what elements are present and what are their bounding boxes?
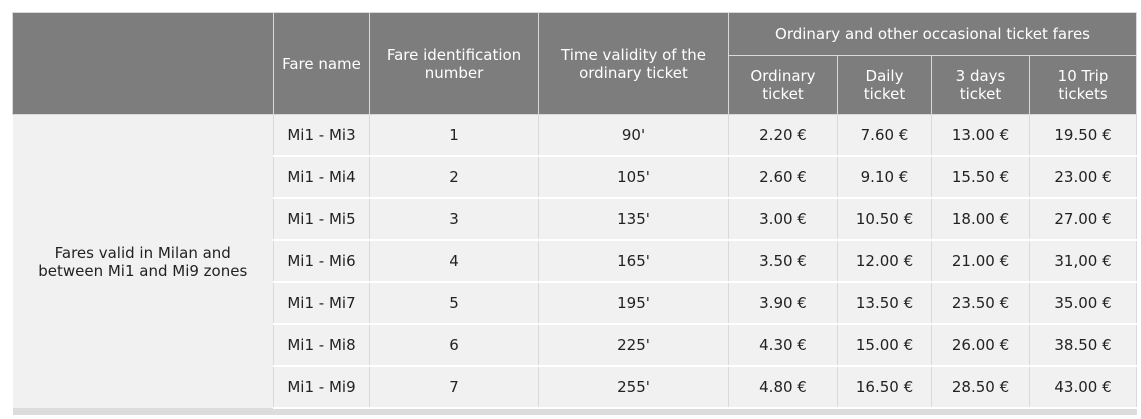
daily-price-cell: 12.00 € [837,240,932,283]
table-row: Mi1 - Mi4 2 105' 2.60 € 9.10 € 15.50 € 2… [13,156,1138,199]
footer-strip-cell [12,408,1137,415]
ordinary-price-cell: 4.30 € [728,324,838,367]
table-row: Mi1 - Mi9 7 255' 4.80 € 16.50 € 28.50 € … [13,366,1138,409]
header-time-validity: Time validity of the ordinary ticket [538,12,729,115]
validity-cell: 135' [538,198,729,241]
three-days-price-cell: 21.00 € [931,240,1030,283]
daily-price-cell: 15.00 € [837,324,932,367]
fare-id-cell: 5 [369,282,539,325]
ten-trip-price-cell: 23.00 € [1029,156,1138,199]
validity-cell: 195' [538,282,729,325]
header-daily-ticket: Daily ticket [837,55,932,115]
header-ordinary-ticket: Ordinary ticket [728,55,838,115]
three-days-price-cell: 15.50 € [931,156,1030,199]
ordinary-price-cell: 2.20 € [728,114,838,157]
fares-table: Fare name Fare identification number Tim… [12,12,1138,415]
table-footer-strip [12,408,1137,415]
three-days-price-cell: 13.00 € [931,114,1030,157]
ten-trip-price-cell: 38.50 € [1029,324,1138,367]
daily-price-cell: 10.50 € [837,198,932,241]
validity-cell: 90' [538,114,729,157]
ordinary-price-cell: 3.00 € [728,198,838,241]
fare-id-cell: 3 [369,198,539,241]
fare-name-cell: Mi1 - Mi5 [273,198,370,241]
validity-cell: 105' [538,156,729,199]
daily-price-cell: 7.60 € [837,114,932,157]
fare-id-cell: 1 [369,114,539,157]
fare-name-cell: Mi1 - Mi4 [273,156,370,199]
ten-trip-price-cell: 19.50 € [1029,114,1138,157]
fare-name-cell: Mi1 - Mi6 [273,240,370,283]
validity-cell: 255' [538,366,729,409]
fare-name-cell: Mi1 - Mi8 [273,324,370,367]
ordinary-price-cell: 3.90 € [728,282,838,325]
validity-cell: 165' [538,240,729,283]
fare-id-cell: 4 [369,240,539,283]
fare-id-cell: 2 [369,156,539,199]
header-fare-id: Fare identification number [369,12,539,115]
table-row: Mi1 - Mi7 5 195' 3.90 € 13.50 € 23.50 € … [13,282,1138,325]
ordinary-price-cell: 2.60 € [728,156,838,199]
header-empty-cell [12,12,274,115]
fare-name-cell: Mi1 - Mi7 [273,282,370,325]
ordinary-price-cell: 4.80 € [728,366,838,409]
three-days-price-cell: 26.00 € [931,324,1030,367]
validity-cell: 225' [538,324,729,367]
three-days-price-cell: 18.00 € [931,198,1030,241]
ten-trip-price-cell: 35.00 € [1029,282,1138,325]
fare-name-cell: Mi1 - Mi3 [273,114,370,157]
fare-id-cell: 6 [369,324,539,367]
table-row: Mi1 - Mi6 4 165' 3.50 € 12.00 € 21.00 € … [13,240,1138,283]
header-group-title: Ordinary and other occasional ticket far… [727,12,1138,56]
table-row: Mi1 - Mi8 6 225' 4.30 € 15.00 € 26.00 € … [13,324,1138,367]
table-row: Mi1 - Mi5 3 135' 3.00 € 10.50 € 18.00 € … [13,198,1138,241]
fare-id-cell: 7 [369,366,539,409]
header-fare-name: Fare name [273,12,370,115]
ten-trip-price-cell: 27.00 € [1029,198,1138,241]
three-days-price-cell: 28.50 € [931,366,1030,409]
daily-price-cell: 13.50 € [837,282,932,325]
fare-name-cell: Mi1 - Mi9 [273,366,370,409]
ten-trip-price-cell: 43.00 € [1029,366,1138,409]
daily-price-cell: 16.50 € [837,366,932,409]
zone-group-label: Fares valid in Milan and between Mi1 and… [12,114,274,408]
ordinary-price-cell: 3.50 € [728,240,838,283]
three-days-price-cell: 23.50 € [931,282,1030,325]
fares-table-container: Fare name Fare identification number Tim… [12,12,1138,415]
ten-trip-price-cell: 31,00 € [1029,240,1138,283]
daily-price-cell: 9.10 € [837,156,932,199]
table-row: Fares valid in Milan and between Mi1 and… [12,114,1138,408]
header-3days-ticket: 3 days ticket [931,55,1030,115]
header-10trip-tickets: 10 Trip tickets [1028,55,1138,115]
